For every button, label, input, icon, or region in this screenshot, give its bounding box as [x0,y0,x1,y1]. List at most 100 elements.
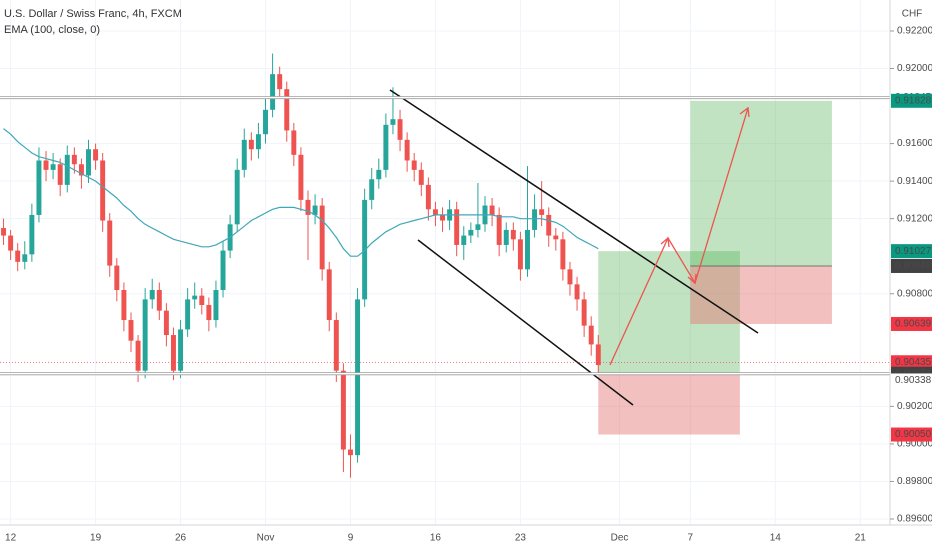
profit-zone [598,251,740,374]
price-badge [891,93,932,108]
candle-body [503,229,509,245]
candle-body [170,335,176,371]
candle-body [8,235,14,251]
candle-body [397,119,403,140]
candle-body [319,205,325,270]
plot [1,53,601,478]
candle-body [291,130,297,155]
candle-body [340,370,346,450]
price-badge [891,373,932,388]
candle-body [284,89,290,131]
candle-body [532,209,538,230]
candle-body [213,289,219,321]
candle-body [489,205,495,215]
candle-body [135,340,141,371]
currency: CHF [902,9,923,20]
x-tick-label: Dec [611,533,629,544]
price-badge-label: 0.90338 [895,375,932,386]
candle-body [64,154,70,185]
price-badge-label: 0.91027 [895,246,932,257]
candle-body [347,449,353,456]
candle-body [36,160,42,215]
grid [0,0,890,525]
candle-body [43,160,49,170]
drawings [0,89,890,406]
candle-body [461,235,467,245]
x-tick-label: 16 [430,533,442,544]
candle-body [298,154,304,200]
candle-body [163,310,169,336]
candle-body [539,209,545,215]
candle-body [156,289,162,311]
y-tick-label: 0.90000 [897,439,932,450]
y-tick-label: 0.91200 [897,213,932,224]
candle-body [107,220,113,266]
candle-body [114,265,120,290]
candle-body [241,139,247,170]
price-badge [891,427,932,442]
candle-body [121,289,127,321]
y-tick-label: 0.92200 [897,26,932,37]
candle-body [588,325,594,345]
candle-body [100,160,106,221]
candle-body [468,229,474,236]
candle-body [355,299,361,456]
ema-line [3,128,599,257]
candle-body [142,299,148,371]
candle-body [255,134,261,150]
candle-body [71,154,77,165]
y-tick-label: 0.92000 [897,63,932,74]
candle-body [546,214,552,236]
x-tick-label: 9 [348,533,354,544]
price-badge-label: 0.91828 [895,95,932,106]
candle-body [411,160,417,170]
loss-zone [690,265,832,324]
y-tick-label: 0.89600 [897,514,932,525]
candle-body [277,74,283,90]
candle-body [199,295,205,306]
x-tick-label: 19 [90,533,102,544]
candle-body [326,269,332,321]
candle-body [404,139,410,161]
candle-body [178,329,184,371]
candle-body [305,199,311,215]
candle-body [595,344,601,366]
arrow-head [739,106,750,118]
x-tick-label: 21 [855,533,867,544]
candle-body [369,179,375,200]
price-badge-label: 0.90050 [895,429,932,440]
candle-body [312,205,318,215]
candle-body [418,169,424,185]
candle-body [270,74,276,110]
candle-body [567,269,573,285]
x-tick-label: 14 [770,533,782,544]
y-tick-label: 0.91600 [897,138,932,149]
trend-line [389,89,759,334]
price-badge-label: 0.90639 [895,319,932,330]
candle-body [86,149,91,176]
candle-body [517,239,523,270]
candle-body [128,320,134,341]
candle-body [15,250,21,262]
y-tick-label: 0.90200 [897,401,932,412]
y-tick-label: 0.91400 [897,176,932,187]
candle-body [560,239,566,270]
candle-body [440,214,445,221]
candle-body [425,184,431,210]
x-tick-label: 23 [515,533,527,544]
candle-body [496,214,502,245]
chart-title: U.S. Dollar / Swiss Franc, 4h, FXCM [4,8,182,20]
candle-body [475,224,481,230]
indicator-label: EMA (100, close, 0) [4,24,100,36]
candle-body [376,169,382,180]
trend-line [417,239,634,406]
candle-body [248,139,254,150]
price-badge [891,316,932,331]
candle-body [432,209,438,215]
positions [598,100,832,435]
candle-body [50,164,56,170]
candle-body [553,235,559,240]
price-badge [891,258,932,273]
